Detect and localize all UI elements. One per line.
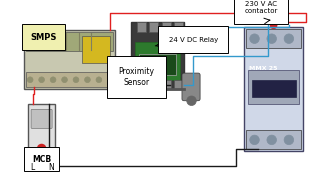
Text: MMX 25: MMX 25: [249, 66, 277, 71]
Circle shape: [96, 77, 102, 83]
Circle shape: [84, 77, 90, 83]
FancyBboxPatch shape: [28, 104, 55, 156]
Circle shape: [267, 135, 276, 145]
FancyBboxPatch shape: [174, 22, 183, 32]
Circle shape: [250, 34, 259, 44]
Circle shape: [250, 135, 259, 145]
FancyBboxPatch shape: [252, 80, 296, 97]
FancyBboxPatch shape: [26, 72, 113, 87]
FancyBboxPatch shape: [182, 73, 200, 101]
Text: SMPS: SMPS: [30, 33, 57, 42]
FancyBboxPatch shape: [139, 54, 176, 75]
FancyBboxPatch shape: [137, 22, 146, 32]
FancyBboxPatch shape: [135, 42, 180, 80]
FancyBboxPatch shape: [244, 27, 303, 151]
FancyBboxPatch shape: [246, 29, 301, 48]
FancyBboxPatch shape: [24, 30, 115, 89]
Text: Proximity
Sensor: Proximity Sensor: [118, 67, 154, 87]
Text: 230 V AC
contactor: 230 V AC contactor: [244, 1, 278, 14]
Circle shape: [284, 34, 294, 44]
Text: MCB: MCB: [32, 155, 51, 164]
Text: N: N: [48, 163, 54, 172]
FancyBboxPatch shape: [149, 80, 158, 89]
Circle shape: [62, 77, 68, 83]
Circle shape: [187, 96, 196, 105]
FancyBboxPatch shape: [174, 80, 183, 89]
FancyBboxPatch shape: [26, 32, 113, 51]
Circle shape: [270, 22, 277, 29]
FancyBboxPatch shape: [248, 70, 300, 104]
Circle shape: [50, 77, 56, 83]
FancyBboxPatch shape: [149, 22, 158, 32]
FancyBboxPatch shape: [131, 22, 184, 89]
Text: L: L: [30, 163, 34, 172]
Text: 24 V DC Relay: 24 V DC Relay: [155, 37, 218, 47]
Circle shape: [37, 144, 46, 153]
FancyBboxPatch shape: [246, 130, 301, 149]
Circle shape: [73, 77, 79, 83]
FancyBboxPatch shape: [82, 36, 110, 63]
Circle shape: [284, 135, 294, 145]
FancyBboxPatch shape: [137, 80, 146, 89]
Circle shape: [39, 77, 44, 83]
Circle shape: [267, 34, 276, 44]
FancyBboxPatch shape: [31, 109, 52, 129]
FancyBboxPatch shape: [162, 80, 171, 89]
Circle shape: [27, 77, 33, 83]
FancyBboxPatch shape: [162, 22, 171, 32]
